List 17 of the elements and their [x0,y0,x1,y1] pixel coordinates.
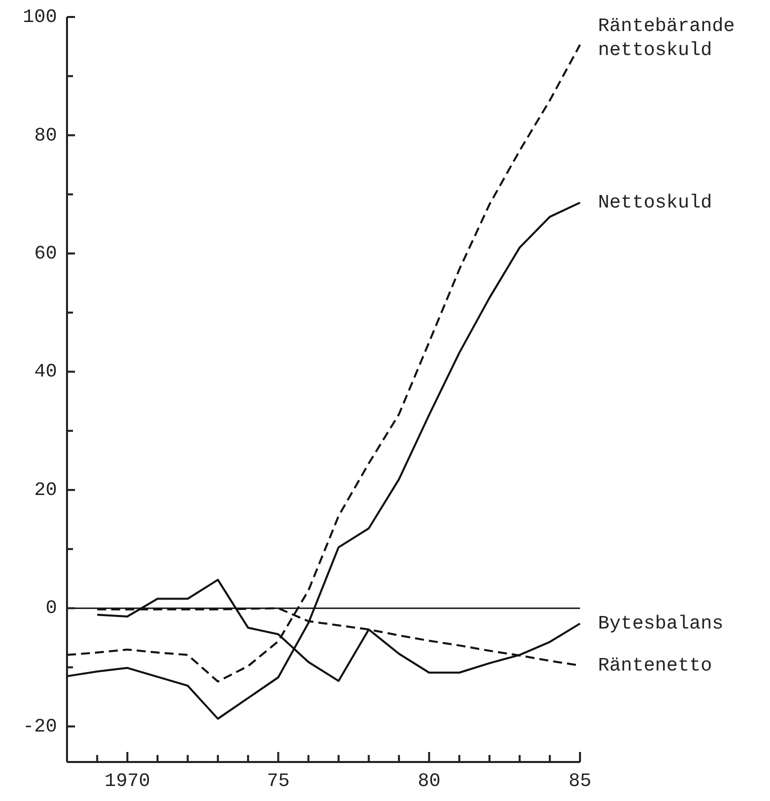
line-series [66,44,581,683]
series-label: Räntebärande nettoskuld [598,14,735,61]
x-tick-label: 80 [418,770,441,792]
y-tick-label: 40 [34,360,57,383]
y-tick-label: 100 [22,6,57,28]
series-label: Nettoskuld [598,192,712,214]
y-tick-label: 20 [34,478,57,501]
y-tick-label: 0 [46,597,57,620]
x-tick-label: 75 [266,770,290,792]
y-tick-label: -20 [22,715,57,738]
x-tick-label: 85 [568,770,592,792]
series-label: Bytesbalans [598,612,724,635]
y-tick-label: 80 [34,124,57,146]
y-tick-label: 60 [34,242,57,264]
series-label: Räntenetto [598,654,712,677]
line-series [66,202,581,720]
x-tick-label: 1970 [104,770,150,792]
